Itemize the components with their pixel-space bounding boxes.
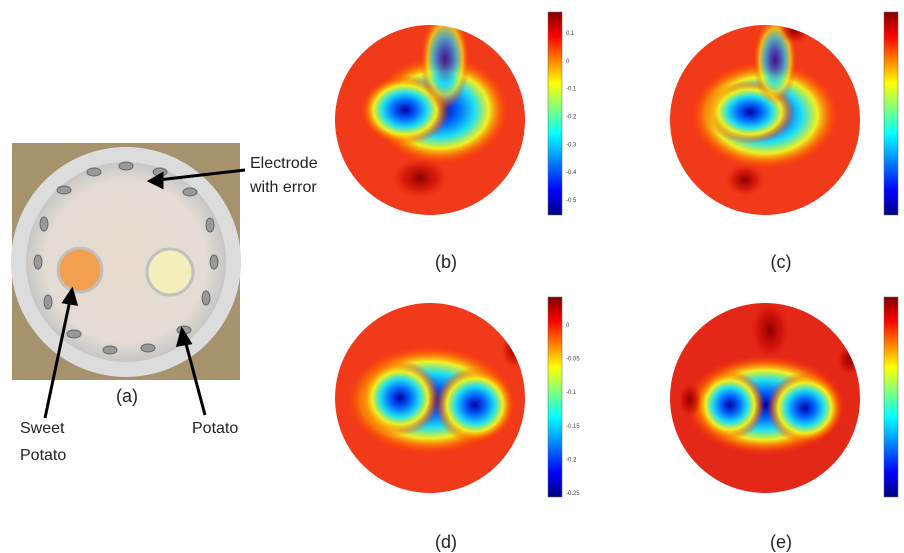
colorbar-tick-label: -0.4 bbox=[566, 170, 577, 176]
colorbar bbox=[548, 12, 562, 215]
panel-label: (c) bbox=[771, 252, 792, 272]
colorbar bbox=[548, 297, 562, 497]
colorbar-tick-label: -0.3 bbox=[566, 142, 577, 148]
annotation: Potato bbox=[192, 420, 238, 437]
heatmap bbox=[330, 10, 530, 220]
colorbar-tick-label: -0.5 bbox=[566, 198, 577, 204]
panel-label: (b) bbox=[435, 252, 457, 272]
annotation: with error bbox=[249, 179, 317, 196]
colorbar-tick-label: -0.15 bbox=[566, 424, 580, 430]
heatmap bbox=[665, 15, 865, 220]
panel-label: (a) bbox=[116, 386, 138, 406]
heatmap bbox=[665, 298, 865, 498]
colorbar-tick-label: -0.1 bbox=[566, 390, 577, 396]
colorbar-tick-label: 0 bbox=[566, 323, 570, 329]
colorbar-tick-label: -0.05 bbox=[566, 357, 580, 363]
figure: (a) Electrode with error Sweet Potato Po… bbox=[0, 0, 904, 553]
panel-label: (d) bbox=[435, 532, 457, 552]
colorbar-tick-label: -0.25 bbox=[566, 491, 580, 497]
colorbar-tick-label: 0.1 bbox=[566, 31, 575, 37]
photo bbox=[11, 143, 245, 418]
colorbar bbox=[884, 12, 898, 215]
colorbar-tick-label: -0.1 bbox=[566, 87, 577, 93]
annotation: Electrode bbox=[250, 155, 318, 172]
annotation: Sweet bbox=[20, 420, 65, 437]
colorbar-tick-label: -0.2 bbox=[566, 457, 577, 463]
colorbar-tick-label: 0 bbox=[566, 59, 570, 65]
annotation: Potato bbox=[20, 447, 66, 464]
colorbar bbox=[884, 297, 898, 497]
heatmap bbox=[330, 298, 530, 498]
panel-label: (e) bbox=[770, 532, 792, 552]
colorbar-tick-label: -0.2 bbox=[566, 115, 577, 121]
